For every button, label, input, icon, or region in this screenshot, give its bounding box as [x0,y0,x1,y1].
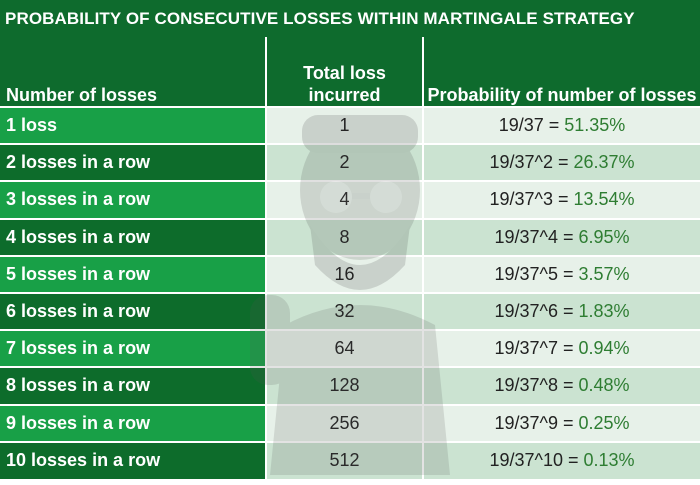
probability-percent: 51.35% [564,115,626,136]
row-total-loss: 128 [265,366,423,405]
row-total-loss: 2 [265,143,423,182]
row-label: 7 losses in a row [0,329,266,368]
row-probability: 19/37^7 = 0.94% [422,329,700,368]
row-label: 4 losses in a row [0,217,266,256]
table-row: 1 loss 1 19/37 = 51.35% [0,105,700,145]
probability-percent: 0.25% [578,412,630,433]
row-probability: 19/37^10 = 0.13% [422,440,700,479]
row-label: 1 loss [0,105,266,145]
table-row: 6 losses in a row 32 19/37^6 = 1.83% [0,291,700,331]
row-probability: 19/37^5 = 3.57% [422,254,700,293]
row-probability: 19/37^3 = 13.54% [422,180,700,219]
row-probability: 19/37^9 = 0.25% [422,403,700,442]
row-probability: 19/37^2 = 26.37% [422,143,700,182]
probability-percent: 0.94% [578,338,630,359]
header-probability: Probability of number of losses [422,37,700,107]
table-row: 8 losses in a row 128 19/37^8 = 0.48% [0,366,700,405]
probability-expression: 19/37^3 = [489,189,574,210]
row-probability: 19/37^6 = 1.83% [422,291,700,331]
row-label: 5 losses in a row [0,254,266,293]
probability-expression: 19/37^6 = [494,301,579,322]
row-total-loss: 512 [265,440,423,479]
row-total-loss: 256 [265,403,423,442]
table-title: PROBABILITY OF CONSECUTIVE LOSSES WITHIN… [0,0,700,37]
row-probability: 19/37^4 = 6.95% [422,217,700,256]
probability-percent: 6.95% [578,226,630,247]
row-total-loss: 64 [265,329,423,368]
row-label: 6 losses in a row [0,291,266,331]
row-total-loss: 4 [265,180,423,219]
table-row: 5 losses in a row 16 19/37^5 = 3.57% [0,254,700,293]
header-row: Number of losses Total loss incurred Pro… [0,37,700,107]
row-probability: 19/37^8 = 0.48% [422,366,700,405]
row-total-loss: 32 [265,291,423,331]
header-number-of-losses: Number of losses [0,37,266,107]
probability-expression: 19/37^9 = [494,412,579,433]
header-total-loss: Total loss incurred [265,37,423,107]
probability-percent: 3.57% [578,263,630,284]
probability-percent: 13.54% [573,189,635,210]
probability-expression: 19/37^8 = [494,375,579,396]
table-row: 4 losses in a row 8 19/37^4 = 6.95% [0,217,700,256]
probability-percent: 0.48% [578,375,630,396]
table-row: 3 losses in a row 4 19/37^3 = 13.54% [0,180,700,219]
table-row: 7 losses in a row 64 19/37^7 = 0.94% [0,329,700,368]
row-total-loss: 1 [265,105,423,145]
probability-percent: 26.37% [573,152,635,173]
probability-expression: 19/37^2 = [489,152,574,173]
probability-expression: 19/37^7 = [494,338,579,359]
probability-expression: 19/37^4 = [494,226,579,247]
row-label: 9 losses in a row [0,403,266,442]
probability-expression: 19/37^5 = [494,263,579,284]
table-row: 9 losses in a row 256 19/37^9 = 0.25% [0,403,700,442]
row-label: 2 losses in a row [0,143,266,182]
row-total-loss: 8 [265,217,423,256]
row-probability: 19/37 = 51.35% [422,105,700,145]
probability-expression: 19/37 = [498,115,565,136]
losses-table: Number of losses Total loss incurred Pro… [0,37,700,479]
row-label: 10 losses in a row [0,440,266,479]
table-row: 2 losses in a row 2 19/37^2 = 26.37% [0,143,700,182]
row-label: 3 losses in a row [0,180,266,219]
probability-expression: 19/37^10 = [489,450,584,471]
row-label: 8 losses in a row [0,366,266,405]
probability-percent: 1.83% [578,301,630,322]
row-total-loss: 16 [265,254,423,293]
probability-percent: 0.13% [583,450,635,471]
table-row: 10 losses in a row 512 19/37^10 = 0.13% [0,440,700,479]
